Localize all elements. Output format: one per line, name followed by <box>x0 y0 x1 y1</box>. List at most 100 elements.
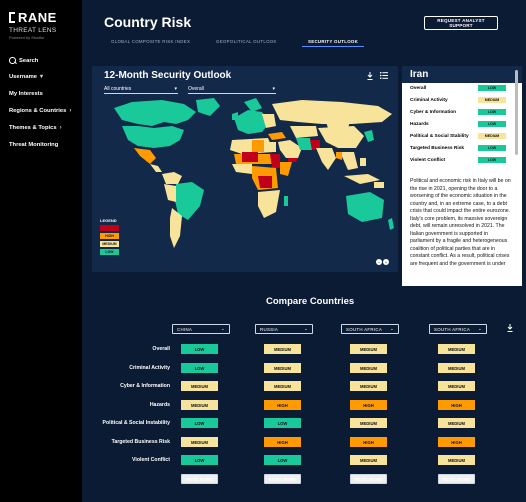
search-icon <box>9 57 16 64</box>
zoom-in-icon[interactable]: + <box>383 259 389 265</box>
read-more-button-2[interactable]: READ MORE <box>264 474 301 484</box>
risk-level-badge: LOW <box>478 121 506 127</box>
compare-risk-badge: MEDIUM <box>438 363 475 373</box>
compare-risk-badge: MEDIUM <box>350 455 387 465</box>
chevron-down-icon: ▾ <box>40 74 44 80</box>
download-icon[interactable] <box>367 72 373 80</box>
compare-country-select-4[interactable]: SOUTH AFRICA ⌄ <box>429 324 487 334</box>
detail-scrollbar[interactable] <box>515 70 518 155</box>
zoom-out-icon[interactable]: − <box>376 259 382 265</box>
region-indonesia <box>344 174 380 184</box>
sidebar-item-regions[interactable]: Regions & Countries › <box>9 108 72 114</box>
compare-risk-badge: LOW <box>181 344 218 354</box>
country-detail-header <box>402 66 522 83</box>
risk-level-badge: LOW <box>478 157 506 163</box>
compare-risk-badge: MEDIUM <box>350 344 387 354</box>
sidebar-item-threat-monitoring[interactable]: Threat Monitoring <box>9 142 59 148</box>
rane-logo[interactable]: RANE <box>9 10 79 25</box>
region-usa <box>122 126 184 148</box>
powered-by: Powered by Stratfor <box>9 35 45 40</box>
chevron-down-icon: ⌄ <box>304 326 308 331</box>
region-west-africa <box>232 164 252 174</box>
world-risk-map[interactable] <box>92 96 398 266</box>
compare-risk-badge: MEDIUM <box>264 363 301 373</box>
compare-risk-badge: MEDIUM <box>181 400 218 410</box>
tab-security-outlook[interactable]: SECURITY OUTLOOK <box>308 39 359 44</box>
compare-risk-badge: MEDIUM <box>264 344 301 354</box>
region-turkey <box>268 132 286 140</box>
risk-row: Targeted Business Risk LOW <box>410 145 506 151</box>
compare-risk-badge: MEDIUM <box>350 363 387 373</box>
region-afghanistan <box>310 140 320 150</box>
sidebar-item-search[interactable]: Search <box>9 57 38 64</box>
sidebar-item-my-interests[interactable]: My Interests <box>9 91 43 97</box>
risk-level-badge: MEDIUM <box>478 133 506 139</box>
request-analyst-support-button[interactable]: REQUEST ANALYST SUPPORT <box>424 16 498 30</box>
country-detail-panel: Iran Overall LOW Criminal Activity MEDIUM … <box>402 66 522 286</box>
chevron-right-icon: › <box>69 108 72 114</box>
logo-mark-icon <box>9 12 15 23</box>
region-madagascar <box>284 196 288 206</box>
region-australia <box>346 192 384 222</box>
risk-row: Overall LOW <box>410 85 506 91</box>
region-japan-korea <box>364 130 374 142</box>
risk-row: Political & Social Stability MEDIUM <box>410 133 506 139</box>
region-mongolia <box>326 122 350 128</box>
risk-level-badge: LOW <box>478 145 506 151</box>
region-ethiopia-somalia <box>280 162 292 176</box>
legend-low: LOW <box>100 249 119 255</box>
legend-medium: MEDIUM <box>100 241 119 247</box>
risk-level-badge: MEDIUM <box>478 97 506 103</box>
region-iran <box>296 138 312 150</box>
compare-country-select-1[interactable]: CHINA ⌄ <box>172 324 230 334</box>
region-myanmar <box>336 152 342 160</box>
compare-risk-badge: LOW <box>181 455 218 465</box>
risk-row: Violent Conflict LOW <box>410 157 506 163</box>
region-southeast-asia <box>340 152 358 170</box>
region-colombia-venezuela <box>162 172 182 184</box>
region-middle-east <box>278 140 302 158</box>
compare-risk-badge: LOW <box>181 418 218 428</box>
risk-row: Cyber & Information LOW <box>410 109 506 115</box>
compare-title: Compare Countries <box>266 296 355 307</box>
region-sudan <box>270 154 280 168</box>
compare-country-select-3[interactable]: SOUTH AFRICA ⌄ <box>341 324 399 334</box>
compare-country-select-2[interactable]: RUSSIA ⌄ <box>255 324 313 334</box>
security-outlook-map-panel: 12-Month Security Outlook All countries ▾… <box>92 66 398 272</box>
region-china <box>318 126 364 148</box>
read-more-button-4[interactable]: READ MORE <box>438 474 475 484</box>
list-view-icon[interactable] <box>380 72 388 79</box>
read-more-button-1[interactable]: READ MORE <box>181 474 218 484</box>
country-select[interactable]: All countries ▾ <box>104 86 178 94</box>
region-yemen <box>288 158 298 162</box>
compare-risk-badge: MEDIUM <box>438 344 475 354</box>
region-mexico <box>134 148 156 164</box>
region-eastern-europe <box>262 114 276 128</box>
region-kazakhstan <box>290 126 318 138</box>
region-png <box>374 182 384 188</box>
category-select[interactable]: Overall ▾ <box>188 86 276 94</box>
compare-risk-badge: MEDIUM <box>181 381 218 391</box>
compare-risk-badge: LOW <box>181 363 218 373</box>
risk-level-badge: LOW <box>478 109 506 115</box>
tab-global-composite-risk-index[interactable]: GLOBAL COMPOSITE RISK INDEX <box>111 39 191 44</box>
region-russia <box>272 100 392 124</box>
region-southern-africa <box>258 190 280 218</box>
read-more-button-3[interactable]: READ MORE <box>350 474 387 484</box>
compare-risk-badge: HIGH <box>264 437 301 447</box>
compare-risk-badge: LOW <box>264 455 301 465</box>
compare-risk-badge: HIGH <box>438 437 475 447</box>
risk-level-badge: LOW <box>478 85 506 91</box>
sidebar-item-username[interactable]: Username ▾ <box>9 73 44 81</box>
region-argentina-chile <box>170 208 182 248</box>
legend-title: LEGEND <box>100 218 117 223</box>
region-scandinavia <box>244 98 262 112</box>
region-uk <box>232 112 238 120</box>
sidebar-item-themes[interactable]: Themes & Topics › <box>9 125 62 131</box>
legend-critical: CRITICAL <box>100 225 119 231</box>
tab-geopolitical-outlook[interactable]: GEOPOLITICAL OUTLOOK <box>216 39 277 44</box>
region-mali-niger <box>242 152 258 162</box>
download-icon[interactable] <box>507 324 513 332</box>
page-title: Country Risk <box>104 14 192 30</box>
country-name: Iran <box>410 69 429 80</box>
